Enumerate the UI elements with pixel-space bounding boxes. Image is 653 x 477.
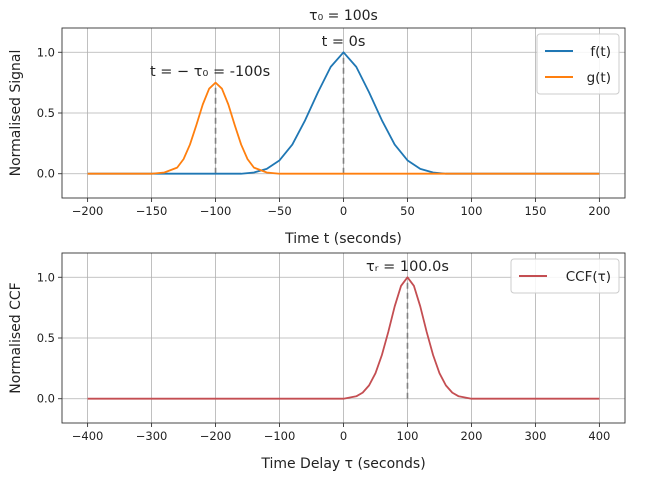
x-tick-label: −50 [267, 204, 291, 218]
x-tick-label: 200 [588, 204, 610, 218]
series-line [87, 51, 600, 175]
y-tick-label: 0.5 [37, 106, 55, 120]
y-axis-label: Normalised CCF [8, 282, 24, 393]
plot-frame [61, 252, 626, 424]
annotation: τᵣ = 100.0s [366, 259, 449, 275]
plot-frame [61, 27, 626, 199]
y-tick-label: 1.0 [37, 45, 55, 59]
series-line [87, 276, 600, 400]
legend-label: f(t) [590, 44, 611, 60]
y-axis-label: Normalised Signal [8, 50, 24, 177]
x-tick-label: −200 [200, 429, 232, 443]
bottom-panel: −400 −300 −200 −100 0 100 200 300 400 0.0 0.5 1.0 τᵣ… [8, 252, 626, 472]
legend-label: g(t) [587, 70, 611, 86]
annotation: t = 0s [322, 34, 366, 50]
chart-title: τ₀ = 100s [309, 8, 378, 24]
legend-box [536, 33, 620, 95]
x-tick-label: 50 [400, 204, 415, 218]
x-tick-label: −200 [72, 204, 104, 218]
y-tick-label: 0.0 [37, 392, 55, 406]
series-line [87, 81, 600, 175]
x-tick-label: −150 [136, 204, 168, 218]
x-tick-label: 200 [460, 429, 482, 443]
x-tick-label: −100 [200, 204, 232, 218]
x-tick-label: −400 [72, 429, 104, 443]
x-tick-label: 0 [340, 429, 347, 443]
annotation: t = − τ₀ = -100s [150, 64, 270, 80]
x-tick-label: −100 [264, 429, 296, 443]
x-tick-label: −300 [136, 429, 168, 443]
x-tick-label: 150 [524, 204, 546, 218]
top-panel: −200 −150 −100 −50 0 50 100 150 200 0.0 0.5 1.0 t = … [8, 8, 626, 247]
x-tick-label: 400 [588, 429, 610, 443]
x-tick-label: 0 [340, 204, 347, 218]
x-axis-label: Time t (seconds) [284, 231, 402, 247]
x-axis-label: Time Delay τ (seconds) [260, 456, 425, 472]
legend-label: CCF(τ) [566, 269, 611, 285]
x-tick-label: 100 [397, 429, 419, 443]
x-tick-label: 300 [524, 429, 546, 443]
legend-box [510, 258, 620, 294]
x-tick-label: 100 [460, 204, 482, 218]
y-tick-label: 0.0 [37, 167, 55, 181]
y-tick-label: 0.5 [37, 331, 55, 345]
y-tick-label: 1.0 [37, 270, 55, 284]
